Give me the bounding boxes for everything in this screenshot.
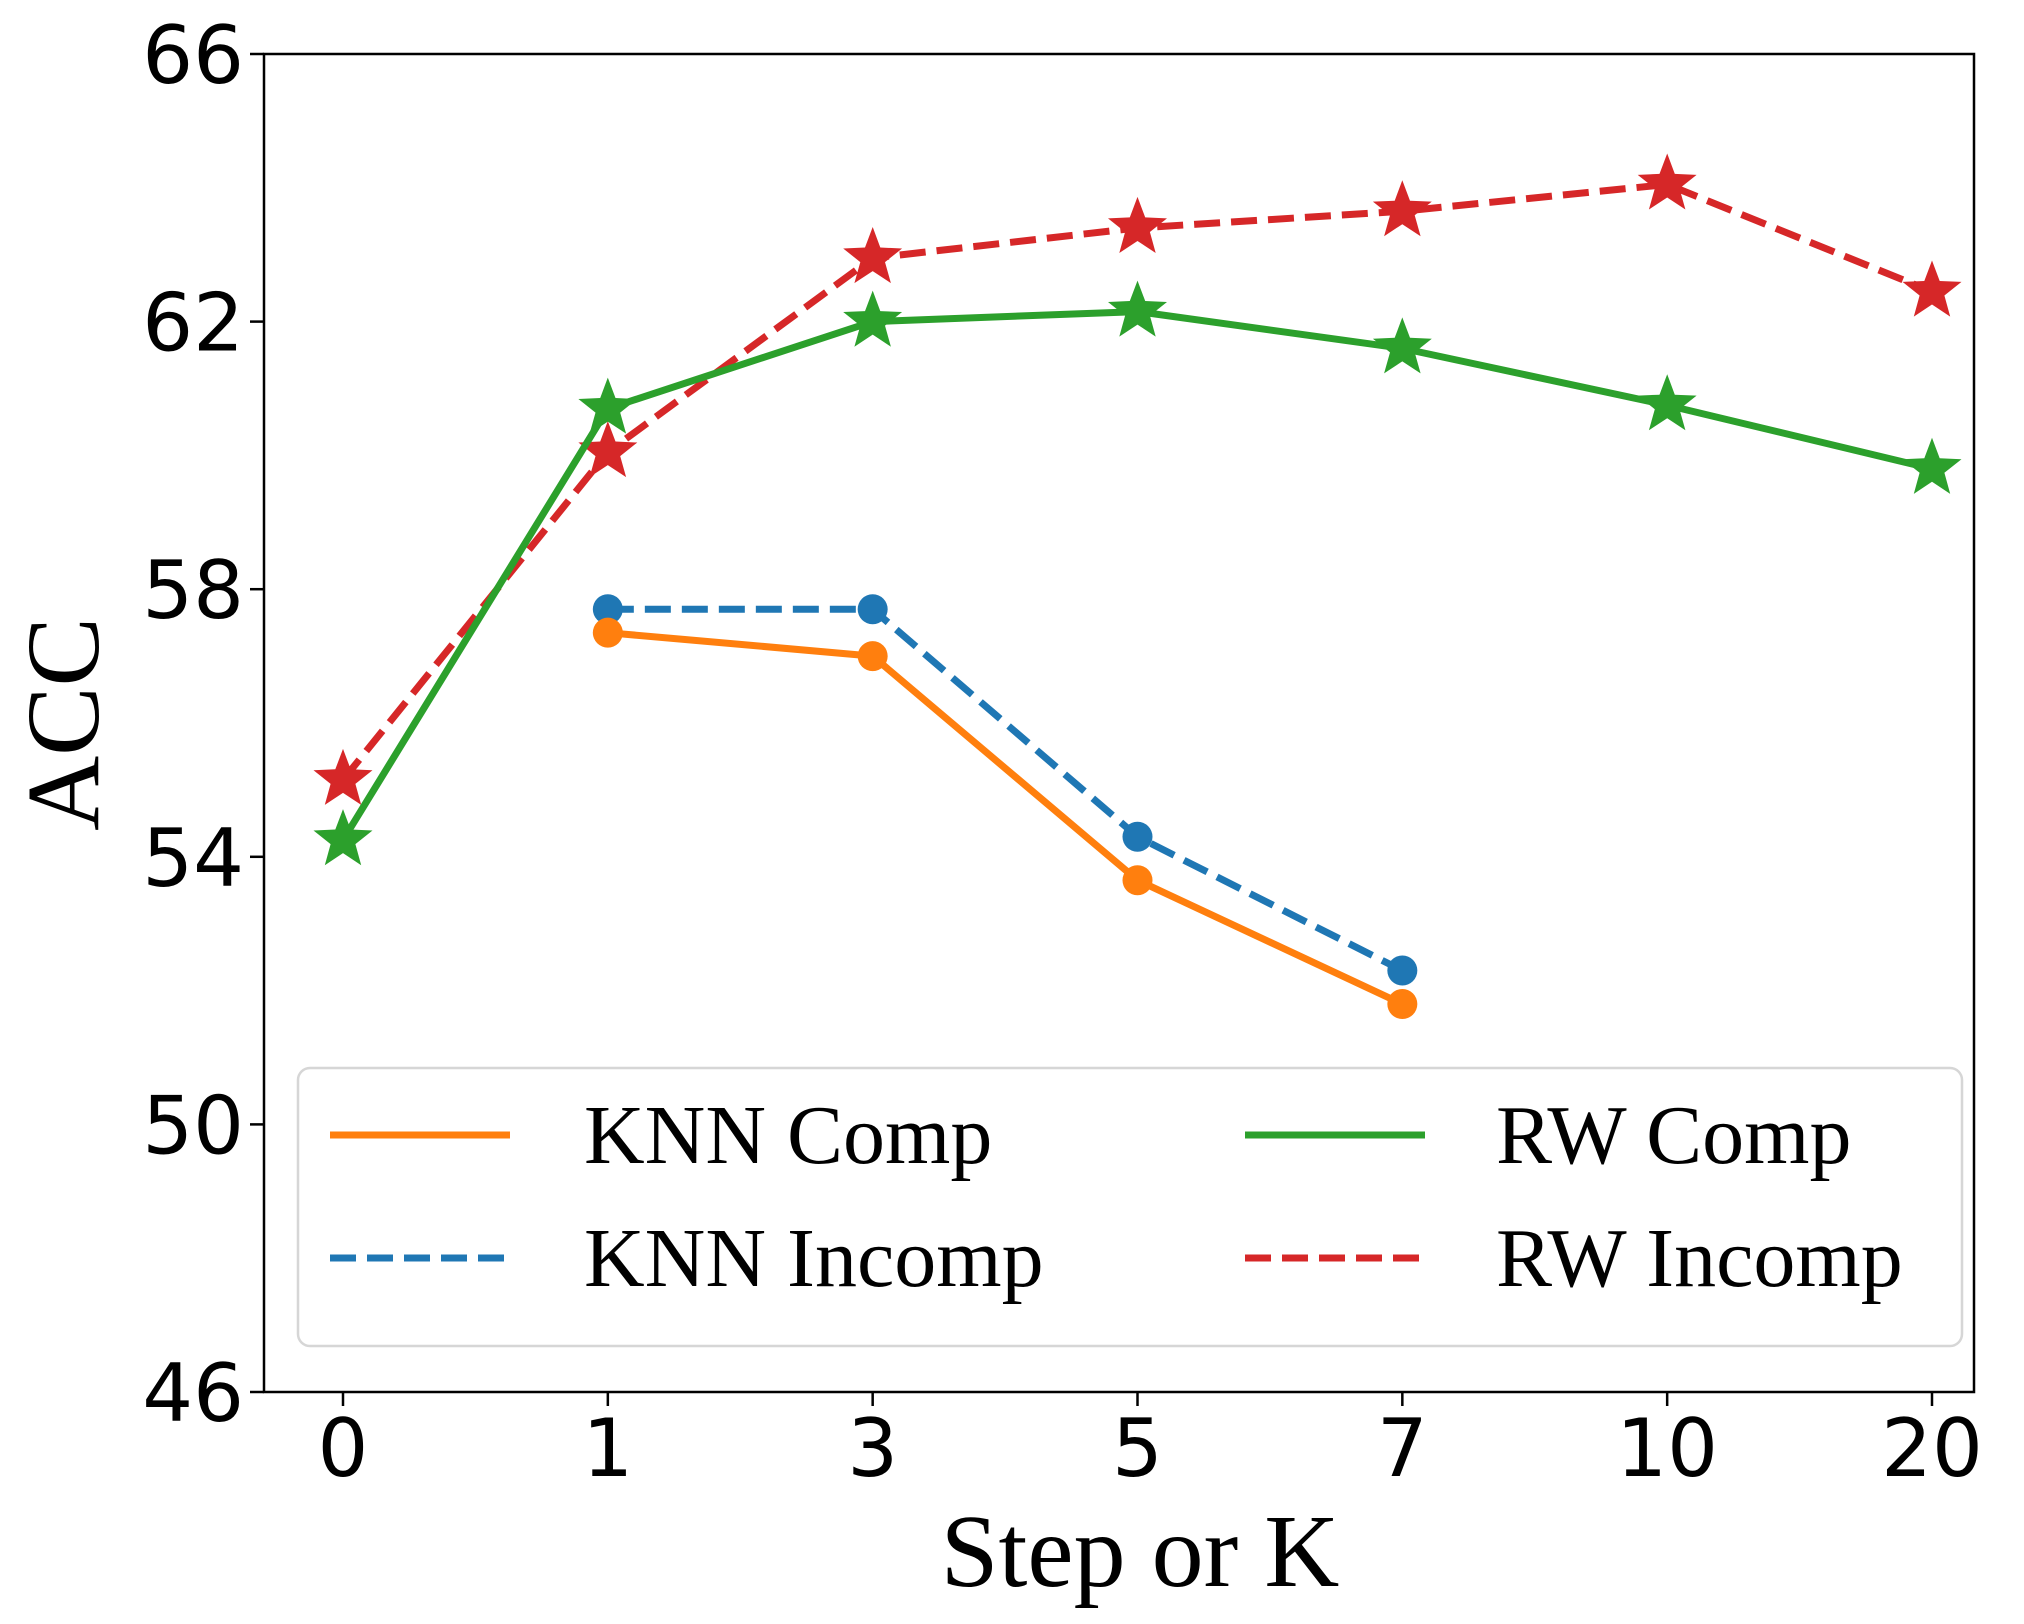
y-axis: 46 50 54 58 62 66 — [142, 9, 264, 1440]
x-tick-label: 10 — [1616, 1402, 1718, 1495]
x-axis-label: Step or K — [941, 1494, 1340, 1609]
data-point-knn-comp — [1387, 988, 1418, 1019]
x-tick-label: 0 — [318, 1402, 369, 1495]
data-point-knn-comp — [592, 617, 623, 648]
data-point-rw-incomp — [1902, 260, 1962, 317]
y-tick-label: 58 — [142, 544, 244, 637]
y-tick-label: 62 — [142, 277, 244, 370]
data-point-rw-comp — [578, 377, 638, 434]
legend-label-rw-comp: RW Comp — [1496, 1089, 1852, 1182]
data-point-rw-comp — [1372, 317, 1432, 374]
series-line-rw-incomp — [340, 180, 1934, 783]
x-tick-label: 3 — [847, 1402, 898, 1495]
data-point-knn-incomp — [1122, 821, 1153, 852]
data-point-rw-incomp — [1372, 180, 1432, 237]
legend-label-knn-comp: KNN Comp — [584, 1089, 992, 1182]
y-axis-label: ACC — [6, 617, 121, 831]
x-axis: 0 1 3 5 7 10 20 — [318, 1392, 1983, 1495]
series-layer — [313, 153, 1962, 1019]
legend-box — [296, 1066, 1964, 1348]
series-line-knn-incomp — [607, 605, 1404, 974]
series-rw-comp — [313, 280, 1962, 866]
legend-label-rw-incomp: RW Incomp — [1496, 1212, 1903, 1305]
series-rw-incomp — [313, 153, 1962, 805]
data-point-rw-incomp — [313, 748, 373, 805]
data-point-rw-comp — [1902, 437, 1962, 494]
y-tick-label: 66 — [142, 9, 244, 102]
x-tick-label: 7 — [1377, 1402, 1428, 1495]
data-point-rw-comp — [1637, 374, 1697, 431]
x-tick-label: 20 — [1881, 1402, 1983, 1495]
data-point-rw-comp — [1108, 280, 1167, 337]
data-point-rw-comp — [843, 290, 903, 347]
data-point-rw-incomp — [843, 227, 903, 284]
data-point-knn-incomp — [592, 594, 623, 625]
plot-frame — [262, 52, 1976, 1394]
series-line-knn-comp — [607, 629, 1404, 1008]
data-point-rw-incomp — [578, 421, 638, 478]
data-point-knn-incomp — [1387, 955, 1418, 986]
data-point-rw-incomp — [1637, 153, 1697, 210]
legend: KNN Comp KNN Incomp RW Comp RW Incomp — [296, 1066, 1964, 1348]
series-knn-incomp — [592, 594, 1418, 986]
y-tick-label: 46 — [142, 1347, 244, 1440]
data-point-rw-incomp — [1108, 196, 1167, 253]
data-point-knn-comp — [1122, 865, 1153, 896]
series-line-rw-comp — [340, 308, 1933, 842]
y-tick-label: 54 — [142, 812, 244, 905]
data-point-knn-incomp — [857, 594, 888, 625]
x-tick-label: 5 — [1112, 1402, 1163, 1495]
legend-label-knn-incomp: KNN Incomp — [584, 1212, 1044, 1305]
data-point-knn-comp — [857, 641, 888, 672]
y-tick-label: 50 — [142, 1079, 244, 1172]
data-point-rw-comp — [313, 809, 373, 866]
series-knn-comp — [592, 617, 1418, 1019]
x-tick-label: 1 — [582, 1402, 633, 1495]
